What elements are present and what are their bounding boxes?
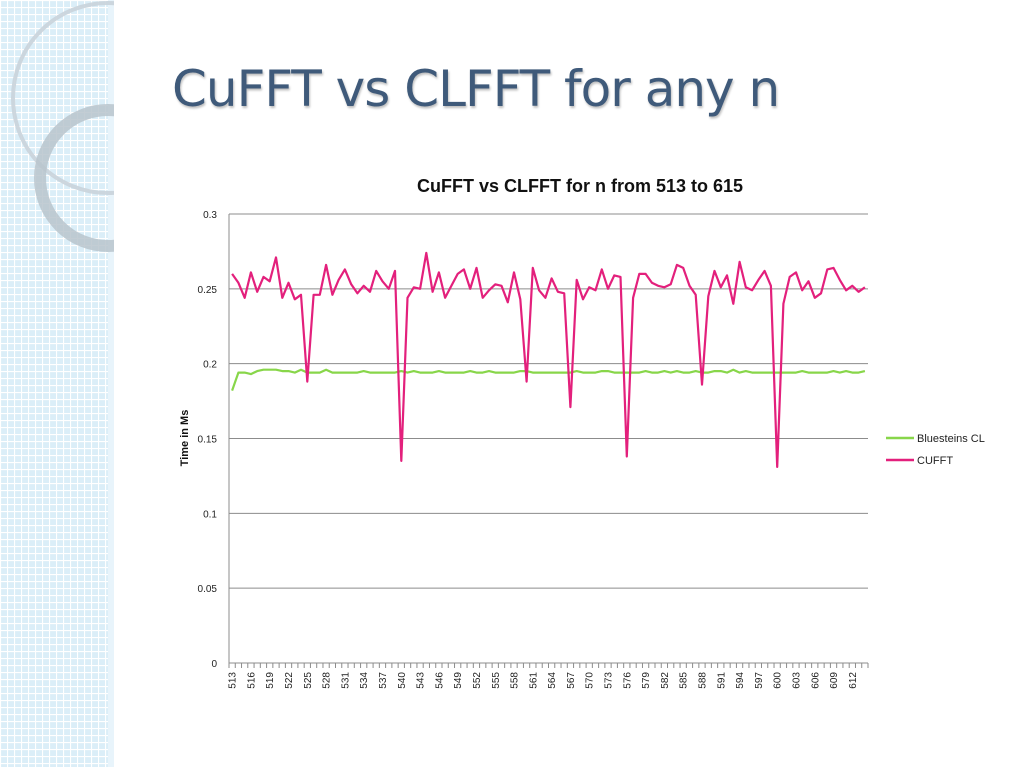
x-tick-label: 576 — [622, 672, 633, 689]
x-tick-label: 525 — [303, 672, 314, 689]
legend-label: CUFFT — [917, 455, 953, 467]
x-tick-label: 561 — [528, 672, 539, 689]
y-tick-label: 0.15 — [198, 435, 218, 446]
y-axis-label: Time in Ms — [179, 410, 191, 467]
x-tick-label: 597 — [754, 672, 765, 689]
x-tick-label: 606 — [810, 672, 821, 689]
y-tick-label: 0.3 — [203, 210, 217, 221]
x-tick-label: 522 — [284, 672, 295, 689]
x-tick-label: 543 — [416, 672, 427, 689]
x-tick-label: 552 — [472, 672, 483, 689]
series-lines — [231, 251, 866, 468]
x-tick-label: 537 — [378, 672, 389, 689]
x-tick-label: 573 — [604, 672, 615, 689]
y-tick-label: 0.1 — [203, 509, 217, 520]
x-tick-label: 585 — [679, 672, 690, 689]
x-tick-label: 579 — [641, 672, 652, 689]
x-tick-label: 540 — [397, 672, 408, 689]
x-tick-label: 516 — [246, 672, 257, 689]
legend: Bluesteins CL CUFFT — [886, 433, 985, 467]
x-tick-label: 609 — [829, 672, 840, 689]
x-tick-label: 603 — [791, 672, 802, 689]
x-tick-label: 570 — [585, 672, 596, 689]
x-tick-label: 513 — [228, 672, 239, 689]
x-tick-label: 564 — [547, 672, 558, 689]
x-tick-label: 546 — [434, 672, 445, 689]
series-line-bluesteins-cl — [231, 368, 866, 391]
y-tick-label: 0.2 — [203, 360, 217, 371]
x-tick-label: 558 — [510, 672, 521, 689]
x-tick-label: 582 — [660, 672, 671, 689]
x-tick-label: 594 — [735, 672, 746, 689]
x-tick-label: 528 — [322, 672, 333, 689]
legend-label: Bluesteins CL — [917, 433, 985, 445]
x-tick-label: 534 — [359, 672, 370, 689]
x-tick-label: 531 — [340, 672, 351, 689]
y-tick-label: 0.05 — [198, 584, 218, 595]
x-tick-label: 549 — [453, 672, 464, 689]
gridlines — [228, 213, 869, 668]
y-tick-label: 0.25 — [198, 285, 218, 296]
sidebar-decoration — [0, 0, 114, 767]
x-tick-label: 519 — [265, 672, 276, 689]
x-tick-label: 591 — [716, 672, 727, 689]
decorative-ring-lower — [34, 104, 114, 252]
y-tick-label: 0 — [211, 659, 217, 670]
x-tick-label: 567 — [566, 672, 577, 689]
slide-title: CuFFT vs CLFFT for any n — [172, 60, 780, 118]
x-tick-label: 588 — [697, 672, 708, 689]
x-tick-label: 600 — [773, 672, 784, 689]
x-tick-label: 555 — [491, 672, 502, 689]
decorative-ring-upper — [11, 1, 114, 195]
x-tick-label: 612 — [848, 672, 859, 689]
chart-title: CuFFT vs CLFFT for n from 513 to 615 — [417, 176, 743, 196]
y-tick-labels: 0 0.05 0.1 0.15 0.2 0.25 0.3 — [198, 210, 218, 670]
series-line-cufft — [231, 251, 866, 468]
x-tick-labels: 513 516 519 522 525 528 531 534 537 540 543 546 549 5… — [228, 672, 859, 689]
